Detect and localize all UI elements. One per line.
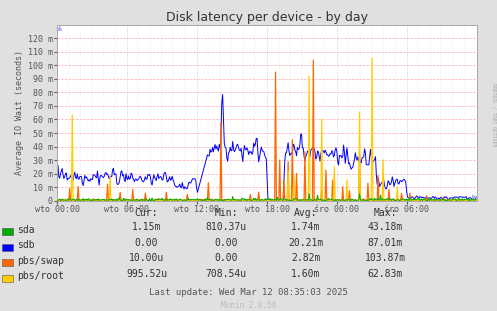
Text: 0.00: 0.00	[214, 238, 238, 248]
Text: 0.00: 0.00	[214, 253, 238, 263]
Text: Last update: Wed Mar 12 08:35:03 2025: Last update: Wed Mar 12 08:35:03 2025	[149, 288, 348, 297]
Text: ▲: ▲	[57, 25, 63, 31]
Text: 2.82m: 2.82m	[291, 253, 321, 263]
Text: Max:: Max:	[373, 208, 397, 218]
Text: 43.18m: 43.18m	[368, 222, 403, 232]
Text: 62.83m: 62.83m	[368, 269, 403, 279]
Text: 1.60m: 1.60m	[291, 269, 321, 279]
Text: ▶: ▶	[472, 195, 477, 201]
Text: 10.00u: 10.00u	[129, 253, 164, 263]
Text: sdb: sdb	[17, 240, 35, 250]
Text: 20.21m: 20.21m	[288, 238, 323, 248]
Text: 1.15m: 1.15m	[132, 222, 162, 232]
Text: 0.00: 0.00	[135, 238, 159, 248]
Text: 103.87m: 103.87m	[365, 253, 406, 263]
Y-axis label: Average IO Wait (seconds): Average IO Wait (seconds)	[15, 50, 24, 175]
Text: pbs/swap: pbs/swap	[17, 256, 65, 266]
Text: Cur:: Cur:	[135, 208, 159, 218]
Text: 1.74m: 1.74m	[291, 222, 321, 232]
Text: Munin 2.0.56: Munin 2.0.56	[221, 301, 276, 310]
Text: 810.37u: 810.37u	[206, 222, 247, 232]
Text: pbs/root: pbs/root	[17, 272, 65, 281]
Title: Disk latency per device - by day: Disk latency per device - by day	[166, 11, 368, 24]
Text: 995.52u: 995.52u	[126, 269, 167, 279]
Text: Avg:: Avg:	[294, 208, 318, 218]
Text: RRDTOOL / TOBI OETIKER: RRDTOOL / TOBI OETIKER	[491, 83, 496, 147]
Text: 87.01m: 87.01m	[368, 238, 403, 248]
Text: 708.54u: 708.54u	[206, 269, 247, 279]
Text: Min:: Min:	[214, 208, 238, 218]
Text: sda: sda	[17, 225, 35, 235]
